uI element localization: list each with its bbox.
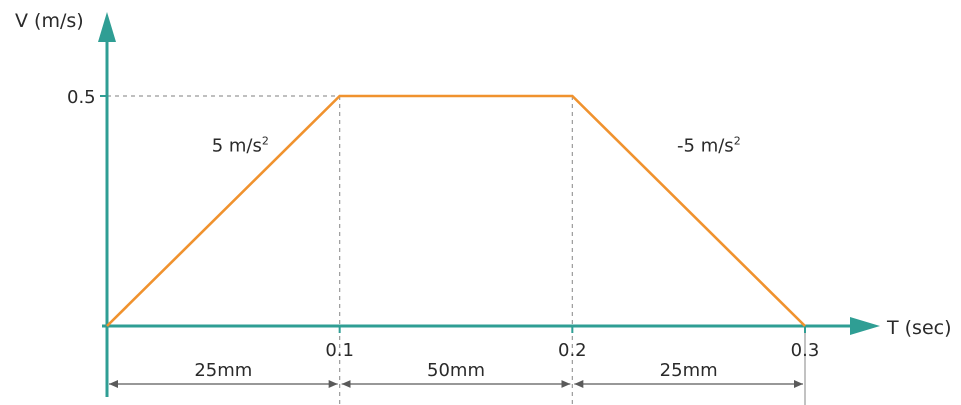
dimension-label-3: 25mm	[660, 360, 718, 381]
velocity-series-line	[106, 94, 806, 327]
slope-annotation-2: -5 m/s2	[677, 135, 741, 157]
guide-lines	[107, 95, 806, 405]
y-tick-label-0.5: 0.5	[67, 87, 96, 108]
slope-annotation-1: 5 m/s2	[212, 135, 269, 157]
axes	[98, 12, 880, 397]
x-axis-label: T (sec)	[886, 317, 952, 339]
dimension-label-1: 25mm	[194, 360, 252, 381]
x-axis-arrow-icon	[850, 317, 880, 335]
labels-group: V (m/s) T (sec) 0.1 0.2 0.3 0.5 5 m/s2 -5 m/s2	[15, 10, 952, 361]
x-tick-label-0.1: 0.1	[325, 340, 354, 361]
dimension-lines: 25mm 50mm 25mm	[109, 360, 803, 388]
dimension-label-2: 50mm	[427, 360, 485, 381]
series-group	[106, 94, 806, 327]
y-axis-arrow-icon	[98, 12, 116, 42]
y-axis-label: V (m/s)	[15, 10, 84, 32]
x-tick-label-0.2: 0.2	[558, 340, 587, 361]
x-tick-label-0.3: 0.3	[791, 340, 820, 361]
